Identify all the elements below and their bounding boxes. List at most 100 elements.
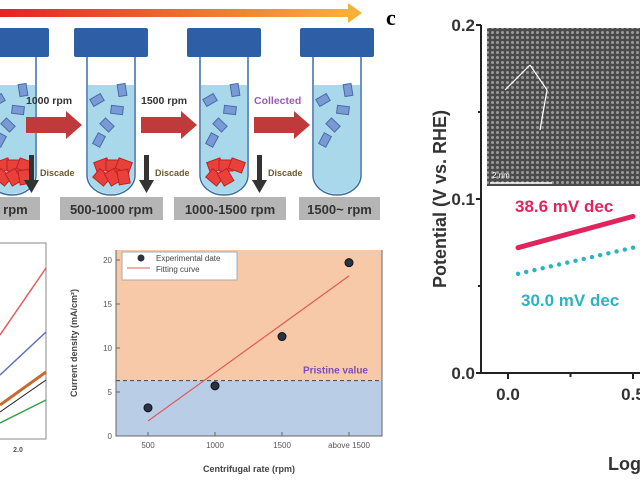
y-tick-label: 10 — [103, 344, 112, 353]
panel-label: c — [386, 5, 396, 30]
tube-cap — [187, 28, 261, 57]
left-chart-line — [0, 370, 47, 407]
tafel-point-cyan — [515, 271, 521, 277]
tafel-slope-label: 38.6 mV dec — [515, 197, 613, 216]
tafel-point-cyan — [556, 262, 562, 267]
tafel-point-cyan — [532, 267, 537, 273]
tube-label-box — [174, 197, 286, 220]
discard-label: Discade — [40, 168, 75, 178]
discard-arrow — [144, 155, 149, 181]
tafel-point-cyan — [614, 249, 619, 254]
step-label: Collected — [254, 95, 301, 107]
tafel-slope-label: 30.0 mV dec — [521, 291, 619, 310]
y-tick-label: 0.1 — [451, 190, 475, 209]
process-arrow — [0, 9, 350, 17]
tafel-point-cyan — [524, 269, 529, 275]
lattice-mark — [504, 64, 531, 91]
x-tick-label: 1000 — [206, 441, 224, 450]
tube-label-box — [60, 197, 163, 220]
fitting-curve — [147, 275, 350, 422]
nanosheet-flake — [336, 104, 350, 116]
discard-arrow — [29, 155, 34, 181]
discard-arrowhead — [24, 180, 39, 193]
nanosheet-flake — [325, 117, 341, 133]
nanosheet-flake — [317, 132, 333, 148]
tafel-line-red — [515, 213, 636, 251]
nanosheet-flake — [315, 92, 331, 108]
tube-cap — [0, 28, 49, 57]
x-tick-label: 0.0 — [496, 385, 520, 404]
x-axis-label: Centrifugal rate (rpm) — [203, 464, 295, 474]
tafel-point-cyan — [630, 245, 636, 250]
left-chart-line — [0, 399, 47, 424]
tafel-point-cyan — [548, 264, 554, 269]
step-label: 1000 rpm — [26, 95, 72, 107]
y-tick-label: 5 — [108, 388, 113, 397]
step-label: 1500 rpm — [141, 95, 187, 107]
tem-inset-image — [487, 28, 640, 186]
step-arrow — [141, 111, 197, 139]
lattice-mark — [529, 64, 548, 91]
x-tick-label: 1500 — [273, 441, 291, 450]
tube-cap — [74, 28, 148, 57]
tafel-point-cyan — [565, 260, 570, 265]
pristine-label: Pristine value — [303, 366, 368, 377]
process-arrowhead — [348, 3, 362, 23]
middle-chart-axes — [115, 250, 383, 437]
y-axis-label: Current density (mA/cm²) — [69, 289, 79, 397]
discard-arrow — [257, 155, 262, 181]
tube-label-box — [0, 197, 40, 220]
legend-marker — [137, 254, 145, 262]
tafel-point-cyan — [589, 254, 595, 260]
tafel-point-cyan — [597, 252, 603, 258]
left-chart-line — [0, 331, 47, 376]
nanosheet-flake — [202, 92, 218, 108]
nanosheet-flake — [17, 82, 29, 98]
nanosheet-flake — [212, 117, 228, 133]
region-below-pristine — [116, 380, 382, 436]
legend-label: Fitting curve — [156, 265, 200, 274]
x-axis-label: Log — [608, 454, 640, 474]
tube-label-box — [299, 197, 380, 220]
nanosheet-flake — [99, 117, 115, 133]
y-tick-label: 0.2 — [451, 16, 475, 35]
tafel-point-cyan — [606, 251, 611, 256]
data-point — [210, 381, 220, 391]
nanosheet-flake — [229, 82, 241, 98]
nanosheet-flake — [116, 82, 128, 98]
discard-label: Discade — [155, 168, 190, 178]
nanosheet-flake — [11, 104, 25, 116]
step-arrow — [26, 111, 82, 139]
scale-bar-label: 2 nm — [492, 171, 510, 180]
nanosheet-flake — [91, 132, 107, 148]
discard-label: Discade — [268, 168, 303, 178]
tube-label: 500-1000 rpm — [70, 202, 153, 217]
y-tick-label: 0 — [108, 432, 113, 441]
tafel-point-cyan — [581, 256, 586, 262]
nanosheet-flake — [223, 104, 237, 116]
bulk-flake — [216, 167, 235, 187]
tube-label: 1000-1500 rpm — [185, 202, 275, 217]
y-tick-label: 15 — [103, 300, 112, 309]
y-tick-label: 20 — [103, 256, 112, 265]
bulk-flake — [227, 157, 246, 174]
tube-cap — [300, 28, 374, 57]
tafel-point-cyan — [622, 247, 627, 252]
x-tick-label: 0.5 — [621, 385, 640, 404]
x-tick-label: 500 — [141, 441, 155, 450]
y-axis-label: Potential (V vs. RHE) — [430, 110, 450, 288]
step-arrow — [254, 111, 310, 139]
discard-arrowhead — [139, 180, 154, 193]
left-chart-frame — [0, 242, 47, 440]
tafel-point-cyan — [540, 266, 545, 271]
tafel-point-cyan — [573, 258, 578, 263]
bulk-flake — [116, 168, 131, 186]
nanosheet-flake — [342, 82, 354, 98]
tube-label: 0 rpm — [0, 202, 28, 217]
legend-label: Experimental date — [156, 254, 221, 263]
x-tick-label: above 1500 — [328, 441, 370, 450]
left-chart-tick: 2.0 — [13, 447, 23, 454]
left-chart-line — [0, 267, 47, 336]
nanosheet-flake — [204, 132, 220, 148]
